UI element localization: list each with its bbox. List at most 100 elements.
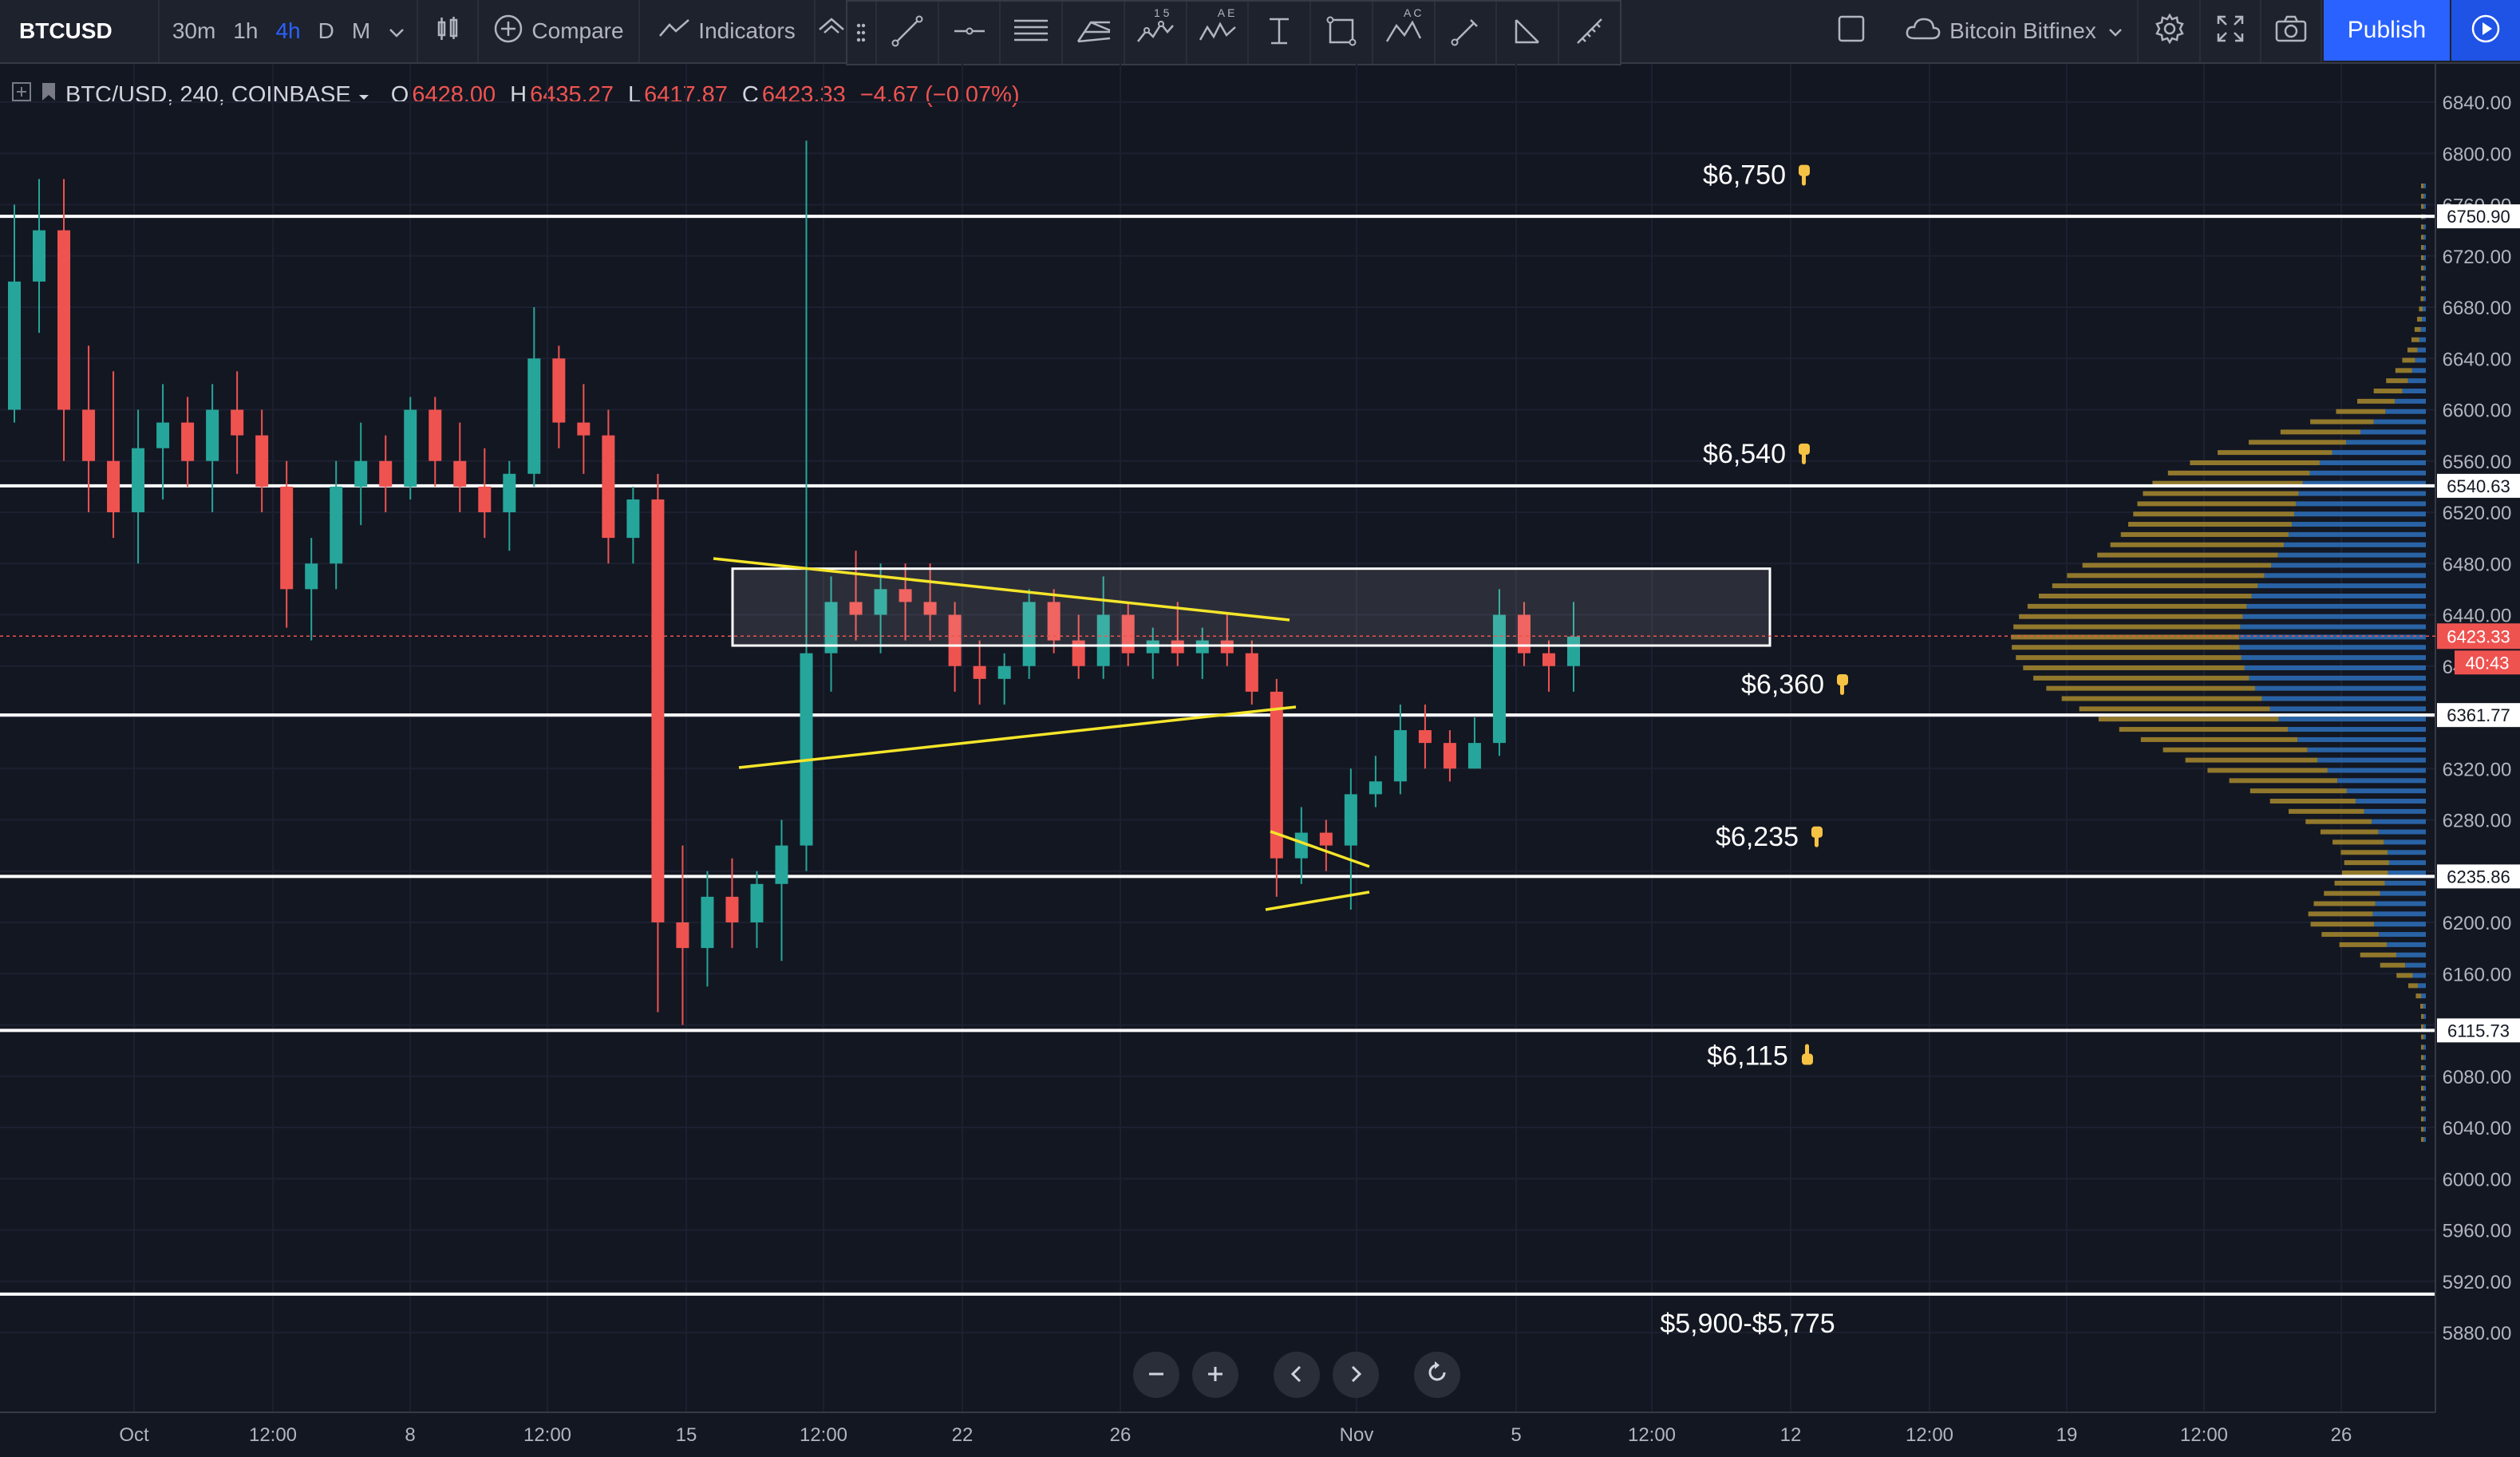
volume-profile-bar	[2421, 1116, 2424, 1122]
pointing-down-hand-icon	[1837, 674, 1848, 695]
volume-profile-bar	[2419, 306, 2423, 312]
volume-profile-bar	[2320, 829, 2379, 835]
price-annotations: $6,750 $6,540 $6,360 $6,235 $6,115 $5,900-$5,…	[1660, 160, 1848, 1339]
price-tick-label: 6680.00	[2443, 298, 2512, 319]
chevron-down-icon[interactable]	[357, 82, 370, 109]
volume-profile-bar	[2289, 808, 2364, 814]
text-tool[interactable]	[1249, 2, 1312, 64]
volume-profile-bar	[2309, 470, 2426, 476]
scroll-left-button[interactable]	[1274, 1352, 1320, 1398]
candle-body	[503, 473, 516, 512]
level-price-tag-label: 6115.73	[2447, 1021, 2510, 1040]
zoom-in-button[interactable]	[1192, 1352, 1238, 1398]
level-price-tag-label: 6361.77	[2447, 705, 2510, 725]
layout-button[interactable]	[1813, 0, 1890, 62]
volume-profile-bar	[2421, 224, 2424, 230]
chart-type-button[interactable]	[418, 0, 479, 62]
measure-tool[interactable]	[1559, 2, 1620, 64]
volume-profile-bar	[2388, 850, 2426, 855]
volume-profile-bar	[2242, 614, 2426, 619]
parallel-channel-tool[interactable]	[1001, 2, 1064, 64]
reset-chart-button[interactable]	[1414, 1352, 1460, 1398]
volume-profile-bar	[2120, 531, 2289, 537]
price-tick-label: 6000.00	[2443, 1169, 2512, 1190]
volume-profile-bar	[2423, 1013, 2426, 1019]
brush-tool[interactable]	[1436, 2, 1498, 64]
wedge-lower-line	[1265, 890, 1370, 911]
interval-1h[interactable]: 1h	[233, 18, 259, 43]
snapshot-button[interactable]	[2261, 0, 2322, 62]
volume-profile-bar	[2308, 911, 2373, 917]
volume-profile-bar	[2317, 757, 2426, 763]
volume-profile-bar	[2119, 727, 2289, 732]
interval-30m[interactable]: 30m	[172, 18, 216, 43]
fib-tool[interactable]: 1 5	[1125, 2, 1187, 64]
zoom-out-button[interactable]	[1133, 1352, 1179, 1398]
settings-button[interactable]	[2140, 0, 2201, 62]
candle-body	[1270, 691, 1283, 859]
price-chart[interactable]: $6,750 $6,540 $6,360 $6,235 $6,115 $5,900-$5,…	[0, 64, 2520, 1457]
price-tick-label: 6480.00	[2443, 554, 2512, 575]
change-value: −4.67 (−0.07%)	[859, 81, 1020, 108]
cloud-icon	[1905, 16, 1941, 47]
candle-body	[305, 563, 318, 590]
volume-profile-bar	[2011, 634, 2240, 640]
volume-profile-bar	[2420, 326, 2426, 332]
price-tick-label: 6720.00	[2443, 247, 2512, 268]
chart-grid	[0, 64, 2435, 1412]
replay-button[interactable]	[2451, 0, 2520, 61]
trend-line-tool[interactable]	[877, 2, 939, 64]
interval-d[interactable]: D	[318, 18, 334, 43]
abcd-tool[interactable]: A C	[1373, 2, 1436, 64]
volume-profile-bar	[2388, 870, 2426, 875]
candle-body	[330, 486, 343, 564]
exchange-selector[interactable]: Bitcoin Bitfinex	[1891, 0, 2139, 62]
plus-icon	[1205, 1358, 1226, 1392]
time-tick-label: 8	[405, 1424, 415, 1446]
expand-legend-icon[interactable]	[11, 81, 32, 109]
volume-profile-bar	[2421, 1065, 2424, 1071]
candle-body	[1517, 614, 1531, 653]
indicators-icon	[658, 17, 690, 46]
price-tick-label: 6440.00	[2443, 606, 2512, 627]
volume-profile-bar	[2284, 542, 2426, 547]
candle-body	[280, 486, 294, 590]
volume-profile-bar	[2423, 193, 2426, 199]
candle-body	[156, 422, 170, 448]
symbol-search[interactable]: BTCUSD	[0, 0, 160, 62]
volume-profile-bar	[2013, 624, 2241, 630]
price-annotation-label: $6,750	[1703, 160, 1786, 191]
volume-profile-bar	[2405, 962, 2426, 968]
volume-profile-bar	[2421, 1096, 2424, 1101]
interval-m[interactable]: M	[351, 18, 371, 43]
pitchfork-tool[interactable]	[1063, 2, 1125, 64]
scroll-right-button[interactable]	[1333, 1352, 1379, 1398]
publish-button[interactable]: Publish	[2324, 0, 2450, 61]
candle-body	[206, 409, 219, 461]
volume-profile-bar	[2244, 665, 2426, 670]
volume-profile-bar	[2310, 922, 2375, 927]
price-tick-label: 6560.00	[2443, 452, 2512, 473]
templates-button[interactable]	[816, 0, 847, 62]
candle-body	[57, 230, 71, 410]
rectangle-tool[interactable]	[1311, 2, 1373, 64]
volume-profile-bar	[2337, 778, 2426, 784]
volume-profile-bar	[2421, 184, 2424, 189]
volume-profile-bar	[2375, 901, 2426, 906]
interval-4h[interactable]: 4h	[275, 18, 301, 43]
fullscreen-button[interactable]	[2201, 0, 2261, 62]
volume-profile-bar	[2423, 245, 2426, 251]
chevron-down-icon[interactable]	[388, 18, 405, 44]
candle-body	[1344, 794, 1357, 846]
series-title[interactable]: BTC/USD, 240, COINBASE	[65, 81, 351, 108]
volume-profile-bar	[2374, 922, 2426, 927]
minus-icon	[1146, 1358, 1167, 1392]
horizontal-line-tool[interactable]	[939, 2, 1001, 64]
volume-profile-bar	[2019, 614, 2243, 619]
price-annotation-label: $6,235	[1716, 822, 1799, 852]
compare-button[interactable]: Compare	[479, 0, 640, 62]
pattern-tool[interactable]: A E	[1187, 2, 1250, 64]
indicators-button[interactable]: Indicators	[640, 0, 816, 62]
drag-handle[interactable]	[847, 2, 877, 64]
angle-tool[interactable]	[1497, 2, 1560, 64]
